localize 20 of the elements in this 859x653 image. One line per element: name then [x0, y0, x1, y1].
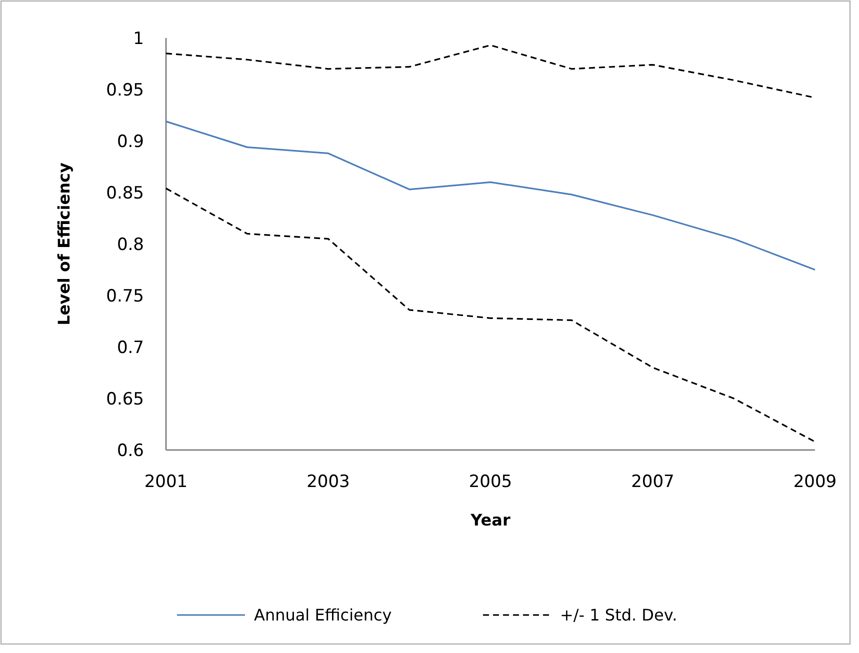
x-tick-label: 2007 [631, 472, 674, 492]
x-axis-title: Year [470, 510, 510, 530]
y-tick-label: 0.9 [116, 132, 144, 152]
x-tick-label: 2003 [306, 472, 350, 492]
y-tick-label: 0.85 [106, 183, 144, 204]
x-tick-label: 2001 [144, 472, 188, 492]
line-series [165, 120, 816, 271]
x-tick-label: 2005 [468, 472, 512, 492]
line-series [165, 188, 816, 443]
y-tick-label: 0.8 [116, 234, 144, 255]
y-tick-label: 0.6 [116, 440, 144, 461]
y-tick-label: 0.65 [106, 389, 144, 410]
y-tick-label: 0.75 [106, 286, 144, 306]
y-tick-label: 1 [133, 28, 144, 49]
y-tick-label: 0.7 [116, 338, 144, 358]
y-axis-title: Level of Efficiency [54, 162, 74, 326]
x-tick-label: 2009 [793, 472, 837, 492]
legend-label: +/- 1 Std. Dev. [560, 606, 678, 625]
legend-label: Annual Efficiency [254, 606, 392, 625]
y-tick-label: 0.95 [106, 80, 144, 100]
